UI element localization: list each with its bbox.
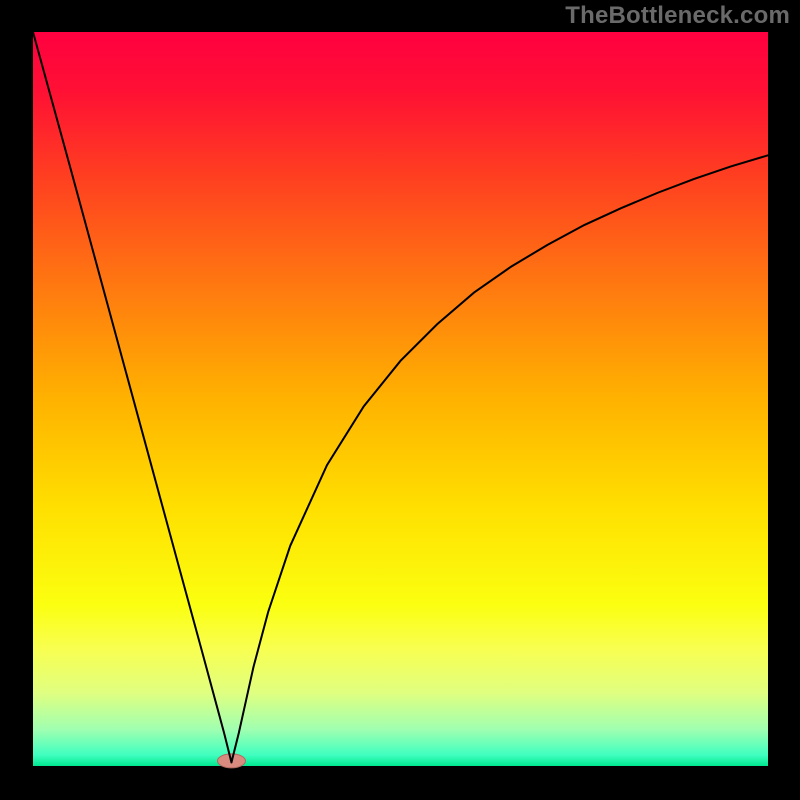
watermark-text: TheBottleneck.com <box>565 2 790 30</box>
plot-area <box>33 32 768 766</box>
chart-stage: TheBottleneck.com <box>0 0 800 800</box>
chart-svg <box>0 0 800 800</box>
